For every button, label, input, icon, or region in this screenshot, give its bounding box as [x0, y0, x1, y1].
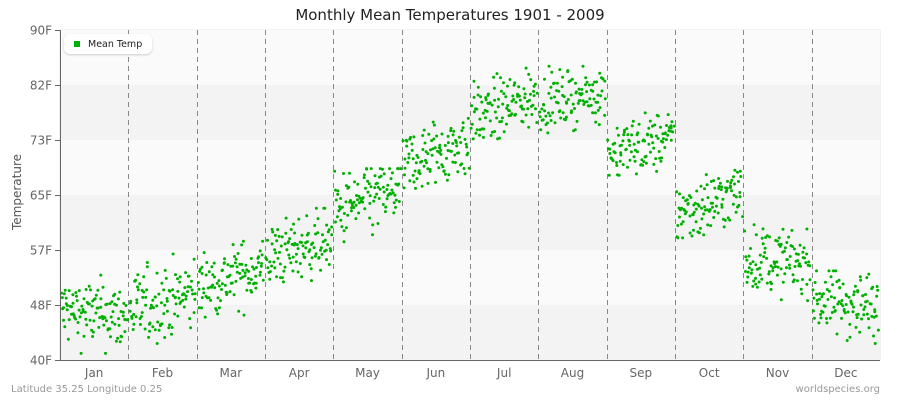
svg-text:Sep: Sep — [630, 366, 653, 380]
svg-text:Oct: Oct — [699, 366, 720, 380]
svg-text:Jan: Jan — [84, 366, 104, 380]
location-caption: Latitude 35.25 Longitude 0.25 — [11, 384, 163, 395]
chart-title: Monthly Mean Temperatures 1901 - 2009 — [295, 6, 605, 24]
y-axis-ticks: 40F 48F 57F 65F 73F 82F 90F — [30, 24, 60, 368]
axes — [60, 30, 880, 361]
legend-label: Mean Temp — [88, 38, 143, 50]
svg-text:Jun: Jun — [425, 366, 445, 380]
svg-text:57F: 57F — [30, 244, 52, 258]
svg-text:48F: 48F — [30, 299, 52, 313]
x-axis-ticks: Jan Feb Mar Apr May Jun Jul Aug Sep Oct Nov Dec — [84, 366, 858, 380]
svg-text:Dec: Dec — [834, 366, 857, 380]
svg-text:73F: 73F — [30, 134, 52, 148]
legend-swatch-icon — [74, 41, 80, 47]
svg-text:Aug: Aug — [561, 366, 584, 380]
svg-text:Mar: Mar — [220, 366, 243, 380]
svg-text:82F: 82F — [30, 79, 52, 93]
month-dividers — [128, 30, 813, 360]
svg-text:Feb: Feb — [152, 366, 173, 380]
svg-text:40F: 40F — [30, 354, 52, 368]
svg-text:Nov: Nov — [766, 366, 789, 380]
svg-text:Apr: Apr — [289, 366, 310, 380]
data-points — [60, 64, 880, 355]
svg-text:Jul: Jul — [496, 366, 511, 380]
svg-text:90F: 90F — [30, 24, 52, 38]
svg-text:65F: 65F — [30, 189, 52, 203]
source-credit: worldspecies.org — [795, 384, 880, 395]
legend: Mean Temp — [64, 34, 153, 54]
svg-text:May: May — [355, 366, 380, 380]
